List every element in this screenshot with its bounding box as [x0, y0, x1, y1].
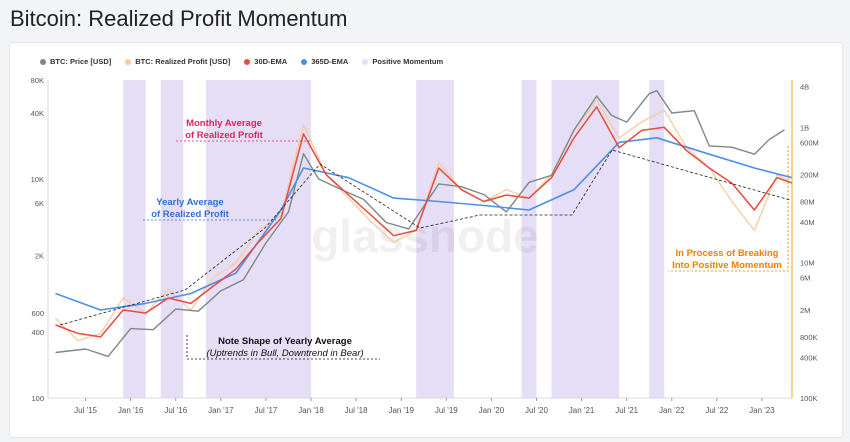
- momentum-band: [205, 80, 312, 398]
- annotation-label: In Process of Breaking: [676, 248, 779, 259]
- annotation-label: Note Shape of Yearly Average: [218, 336, 352, 347]
- momentum-band: [649, 80, 665, 398]
- annotation-leader: [186, 335, 380, 360]
- y-right-tick-label: 6M: [800, 274, 810, 283]
- y-right-tick-label: 800K: [800, 333, 818, 342]
- momentum-band: [160, 80, 184, 398]
- momentum-band: [551, 80, 620, 398]
- annotation-label: of Realized Profit: [185, 130, 263, 141]
- x-tick-label: Jul '21: [615, 406, 638, 415]
- y-left-tick-label: 40K: [31, 109, 44, 118]
- series-line-30d-ema: [55, 106, 793, 338]
- x-tick-label: Jan '22: [659, 406, 685, 415]
- x-tick-label: Jan '20: [479, 406, 505, 415]
- legend-swatch-365d-ema: [301, 58, 308, 65]
- legend-label-price: BTC: Price [USD]: [50, 57, 112, 66]
- legend-label-realized-profit: BTC: Realized Profit [USD]: [135, 57, 231, 66]
- legend-label-positive-momentum: Positive Momentum: [372, 57, 444, 66]
- x-tick-label: Jul '18: [345, 406, 368, 415]
- legend-swatch-30d-ema: [244, 58, 251, 65]
- y-right-tick-label: 200M: [800, 171, 819, 180]
- x-tick-label: Jul '15: [74, 406, 97, 415]
- annotation-label: Yearly Average: [156, 197, 223, 208]
- legend-label-30d-ema: 30D-EMA: [254, 57, 288, 66]
- x-tick-label: Jul '19: [435, 406, 458, 415]
- legend-label-365d-ema: 365D-EMA: [311, 57, 349, 66]
- momentum-band: [521, 80, 537, 398]
- x-tick-label: Jan '18: [298, 406, 324, 415]
- annotation-label: (Uptrends in Bull, Downtrend in Bear): [206, 348, 363, 359]
- y-left-tick-label: 100: [31, 394, 44, 403]
- y-right-tick-label: 2M: [800, 306, 810, 315]
- x-tick-label: Jul '22: [705, 406, 728, 415]
- y-right-tick-label: 1B: [800, 123, 809, 132]
- legend-swatch-positive-momentum: [362, 58, 369, 65]
- series-line-btc-price-usd: [55, 89, 785, 358]
- y-left-tick-label: 400: [31, 328, 44, 337]
- legend-item-price[interactable]: BTC: Price [USD]: [40, 57, 111, 66]
- x-tick-label: Jan '16: [118, 406, 144, 415]
- annotation-label: Into Positive Momentum: [672, 260, 782, 271]
- annotation-leader: [668, 146, 789, 272]
- annotation-label: Monthly Average: [186, 118, 262, 129]
- x-tick-label: Jan '19: [388, 406, 414, 415]
- momentum-band: [123, 80, 146, 398]
- series-line-btc-realized-profit-usd: [55, 99, 793, 342]
- legend-item-365d-ema[interactable]: 365D-EMA: [301, 57, 348, 66]
- series-lines: [55, 89, 793, 358]
- momentum-band: [416, 80, 454, 398]
- y-right-tick-label: 4B: [800, 83, 809, 92]
- y-left-tick-label: 80K: [31, 76, 44, 85]
- chart-legend: BTC: Price [USD] BTC: Realized Profit [U…: [40, 57, 443, 66]
- y-right-tick-label: 600M: [800, 138, 819, 147]
- y-right-tick-label: 40M: [800, 218, 815, 227]
- x-tick-label: Jul '17: [255, 406, 278, 415]
- annotation-label: of Realized Profit: [151, 209, 229, 220]
- y-right-tick-label: 100K: [800, 394, 818, 403]
- x-tick-label: Jan '17: [208, 406, 234, 415]
- page-title: Bitcoin: Realized Profit Momentum: [10, 6, 348, 31]
- y-right-tick-label: 10M: [800, 259, 815, 268]
- legend-swatch-price: [40, 58, 46, 65]
- legend-item-30d-ema[interactable]: 30D-EMA: [244, 57, 287, 66]
- x-tick-label: Jan '23: [749, 406, 775, 415]
- x-tick-label: Jul '16: [164, 406, 187, 415]
- y-right-tick-label: 400K: [800, 353, 818, 362]
- axes: Jul '15 Jan '16 Jul '16 Jan '17 Jul '17 Jan '…: [31, 76, 819, 415]
- x-tick-label: Jan '21: [569, 406, 595, 415]
- y-right-tick-label: 80M: [800, 198, 815, 207]
- series-line-365d-ema: [55, 137, 793, 311]
- legend-item-positive-momentum[interactable]: Positive Momentum: [362, 57, 443, 66]
- y-left-tick-label: 2K: [35, 251, 44, 260]
- watermark: glassnode: [311, 210, 539, 262]
- y-left-tick-label: 6K: [35, 199, 44, 208]
- x-tick-label: Jul '20: [525, 406, 548, 415]
- legend-item-realized-profit[interactable]: BTC: Realized Profit [USD]: [125, 57, 230, 66]
- y-left-tick-label: 600: [31, 309, 44, 318]
- legend-swatch-realized-profit: [125, 58, 132, 65]
- y-left-tick-label: 10K: [31, 175, 44, 184]
